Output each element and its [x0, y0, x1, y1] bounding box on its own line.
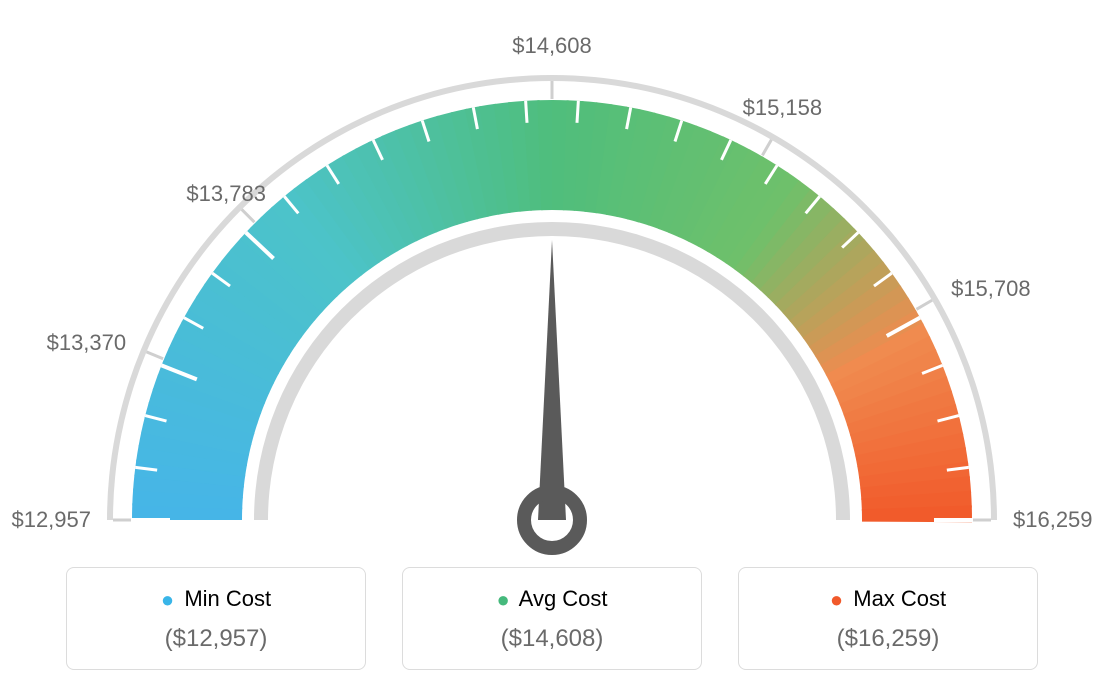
legend-value-min: ($12,957): [77, 625, 355, 653]
legend-label-min: Min Cost: [184, 586, 271, 611]
gauge-tick-label: $14,608: [512, 33, 592, 59]
legend-dot-avg: ●: [496, 587, 509, 612]
legend-title-avg: ● Avg Cost: [413, 586, 691, 613]
gauge-chart: $12,957 $13,370 $13,783 $14,608 $15,158 $15,7…: [0, 0, 1104, 560]
legend-label-avg: Avg Cost: [519, 586, 608, 611]
gauge-tick-label: $16,259: [1013, 507, 1093, 533]
legend-label-max: Max Cost: [853, 586, 946, 611]
legend-card-avg: ● Avg Cost ($14,608): [402, 567, 702, 670]
gauge-svg: [0, 0, 1104, 560]
gauge-tick-label: $15,708: [951, 276, 1031, 302]
legend-card-max: ● Max Cost ($16,259): [738, 567, 1038, 670]
gauge-tick-label: $15,158: [743, 95, 823, 121]
legend-title-max: ● Max Cost: [749, 586, 1027, 613]
gauge-tick-label: $13,370: [47, 330, 127, 356]
legend-row: ● Min Cost ($12,957) ● Avg Cost ($14,608…: [0, 567, 1104, 670]
legend-card-min: ● Min Cost ($12,957): [66, 567, 366, 670]
cost-gauge-widget: $12,957 $13,370 $13,783 $14,608 $15,158 $15,7…: [0, 0, 1104, 690]
legend-dot-max: ●: [830, 587, 843, 612]
legend-title-min: ● Min Cost: [77, 586, 355, 613]
gauge-tick-label: $13,783: [186, 181, 266, 207]
legend-dot-min: ●: [161, 587, 174, 612]
legend-value-avg: ($14,608): [413, 625, 691, 653]
legend-value-max: ($16,259): [749, 625, 1027, 653]
gauge-tick-label: $12,957: [11, 507, 91, 533]
